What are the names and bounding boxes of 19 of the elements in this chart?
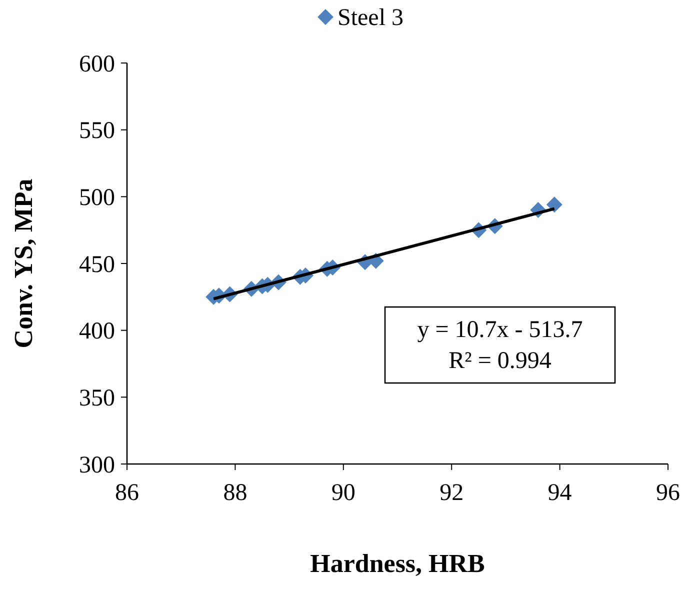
y-tick-label: 600 [79, 51, 115, 78]
y-tick-label: 300 [79, 452, 115, 478]
y-axis-title: Conv. YS, MPa [9, 178, 38, 348]
y-tick-label: 350 [79, 386, 115, 412]
point [546, 196, 562, 213]
x-tick-label: 88 [223, 480, 248, 506]
x-tick-label: 96 [656, 480, 680, 506]
x-tick-label: 86 [115, 480, 139, 506]
x-tick-label: 92 [440, 480, 464, 506]
y-tick-label: 450 [79, 252, 115, 278]
y-tick-label: 550 [79, 118, 115, 144]
x-tick-label: 94 [548, 480, 572, 506]
x-axis-title: Hardness, HRB [310, 549, 485, 578]
annotation: y = 10.7x - 513.7 [417, 317, 583, 343]
y-tick-label: 400 [79, 318, 115, 345]
x-tick-label: 90 [331, 480, 356, 506]
annotation: R² = 0.994 [448, 348, 552, 374]
y-tick-label: 500 [79, 185, 115, 212]
legend-label: Steel 3 [338, 5, 404, 31]
